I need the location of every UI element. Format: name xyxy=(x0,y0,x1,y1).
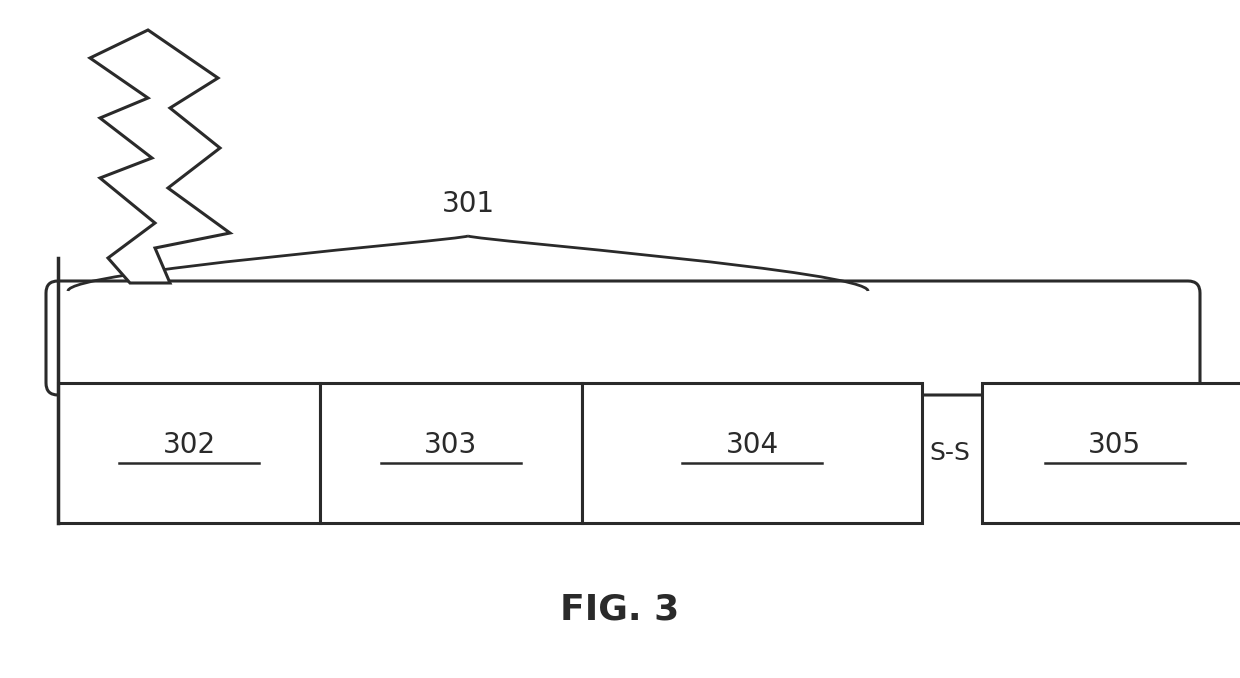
Text: 305: 305 xyxy=(1087,431,1141,459)
Text: FIG. 3: FIG. 3 xyxy=(560,593,680,627)
FancyBboxPatch shape xyxy=(320,383,582,523)
Text: 301: 301 xyxy=(441,190,495,218)
Text: S-S: S-S xyxy=(930,441,971,465)
Text: 302: 302 xyxy=(162,431,216,459)
FancyBboxPatch shape xyxy=(982,383,1240,523)
Polygon shape xyxy=(91,30,229,283)
FancyBboxPatch shape xyxy=(58,383,320,523)
FancyBboxPatch shape xyxy=(582,383,923,523)
FancyBboxPatch shape xyxy=(46,281,1200,395)
Text: 303: 303 xyxy=(424,431,477,459)
Text: 304: 304 xyxy=(725,431,779,459)
